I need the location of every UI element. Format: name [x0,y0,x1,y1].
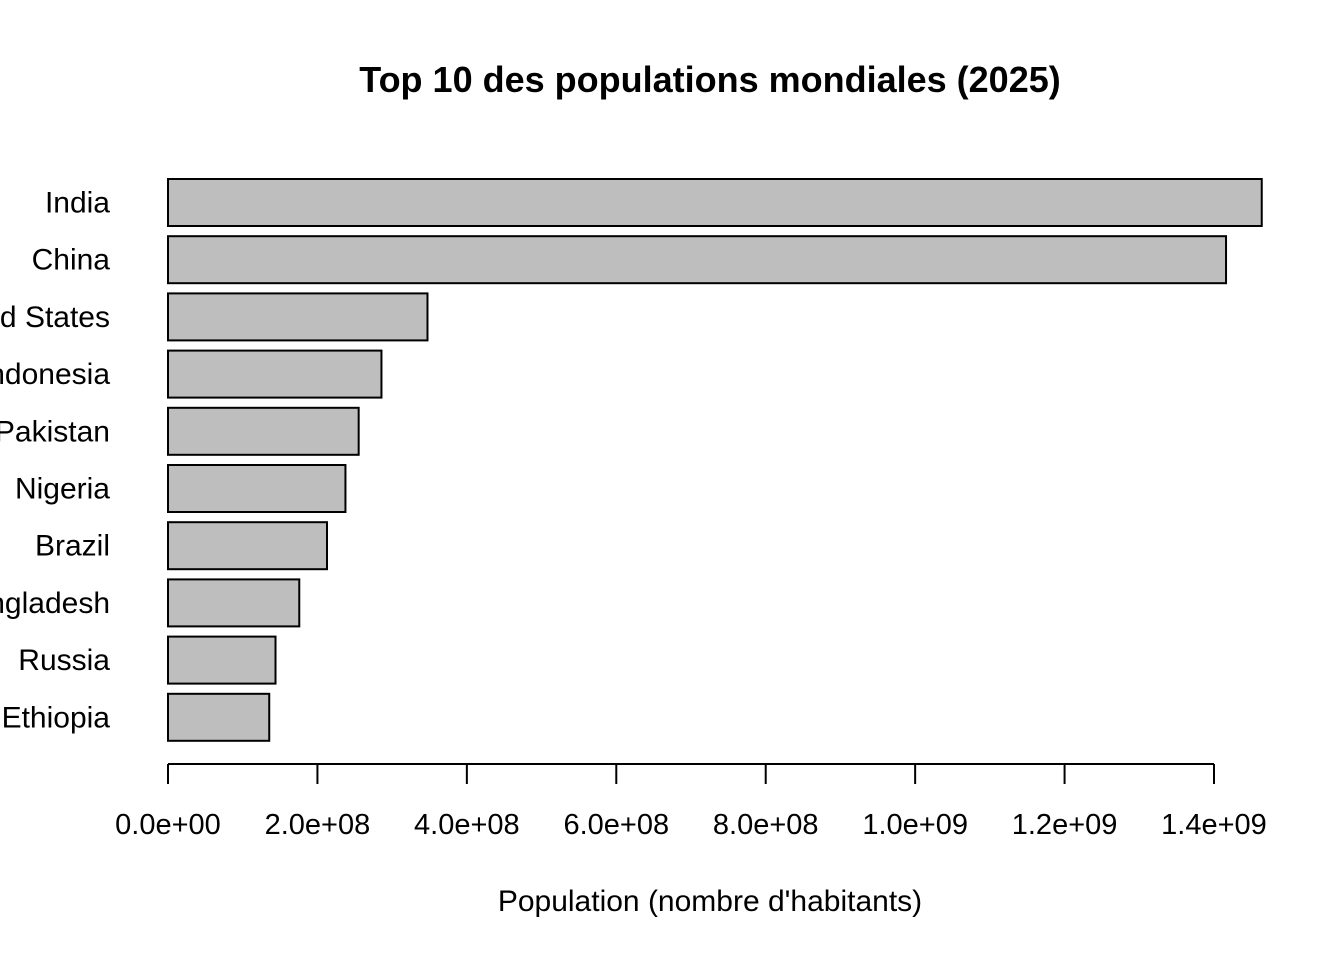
x-tick-label: 0.0e+00 [115,809,221,841]
bar-ethiopia [167,692,271,742]
category-labels-group: India China United States Indonesia Pakistan… [0,187,110,735]
bar-pakistan [167,406,360,456]
x-tick-label: 8.0e+08 [713,809,819,841]
category-label: Nigeria [15,473,110,506]
bar-nigeria [167,464,347,513]
category-label: Pakistan [0,415,110,448]
x-tick-label: 4.0e+08 [414,809,520,841]
x-tick-label: 2.0e+08 [265,809,371,841]
x-tick-label: 1.0e+09 [862,809,968,841]
bar-russia [167,635,277,685]
category-label: Indonesia [0,358,110,391]
bar-china [167,235,1228,285]
bar-india [167,178,1263,227]
category-label: India [45,187,110,220]
bar-indonesia [167,349,383,399]
bars-group [167,178,1263,742]
x-axis-label: Population (nombre d'habitants) [498,885,922,918]
chart-title: Top 10 des populations mondiales (2025) [359,59,1060,100]
x-tick-label: 1.4e+09 [1161,809,1267,841]
category-label: China [32,244,111,277]
bar-united-states [167,292,429,342]
category-label: United States [0,301,110,334]
category-label: Brazil [35,530,110,563]
bar-brazil [167,521,328,571]
x-tick-label: 1.2e+09 [1012,809,1118,841]
x-axis: 0.0e+00 2.0e+08 4.0e+08 6.0e+08 8.0e+08 1.0e+… [115,763,1267,841]
x-tick-label: 6.0e+08 [563,809,669,841]
category-label: Ethiopia [2,701,111,734]
bar-bangladesh [167,578,301,628]
category-label: Bangladesh [0,587,110,620]
category-label: Russia [18,644,110,677]
